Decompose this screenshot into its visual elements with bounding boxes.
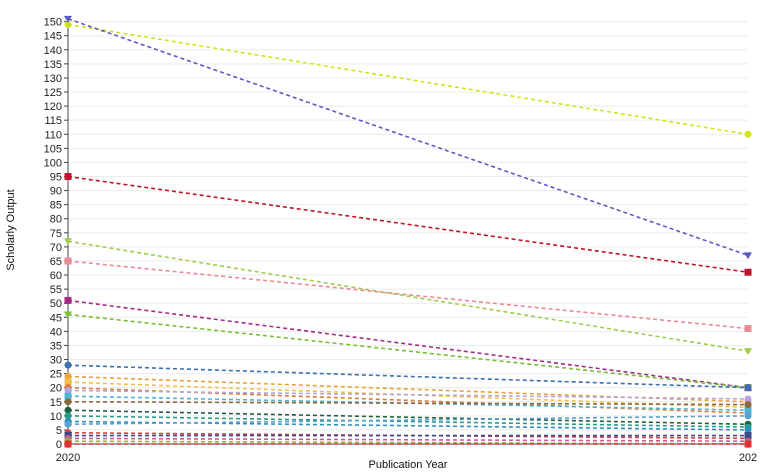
series-line	[67, 18, 749, 257]
y-tick-label: 20	[50, 383, 62, 395]
series-line	[67, 386, 749, 414]
series-line	[67, 240, 749, 352]
series-line	[67, 415, 749, 426]
y-tick-label: 120	[44, 101, 62, 113]
y-tick-label: 135	[44, 59, 62, 71]
data-point	[744, 406, 752, 414]
y-tick-label: 5	[56, 425, 62, 437]
data-point	[744, 384, 752, 392]
y-tick-label: 130	[44, 73, 62, 85]
y-tick-label: 100	[44, 157, 62, 169]
y-tick-label: 105	[44, 143, 62, 155]
data-point	[64, 387, 72, 394]
x-axis-ticks: 2020 202	[56, 444, 757, 464]
y-tick-label: 50	[50, 298, 62, 310]
data-point	[744, 268, 752, 276]
series-line	[67, 431, 749, 440]
y-tick-label: 80	[50, 214, 62, 226]
data-point	[64, 412, 72, 420]
series-line	[67, 175, 749, 274]
data-point	[64, 15, 72, 23]
data-point	[744, 432, 752, 440]
series-line	[67, 437, 749, 442]
data-point	[64, 420, 72, 428]
y-tick-label: 145	[44, 31, 62, 43]
y-axis-title: Scholarly Output	[5, 189, 17, 270]
y-tick-label: 65	[50, 256, 62, 268]
series-group	[64, 15, 752, 448]
series-line	[67, 395, 749, 412]
series-line	[67, 389, 749, 400]
series-line	[67, 364, 749, 389]
series-line	[67, 23, 749, 136]
data-point	[64, 392, 72, 400]
series-line	[67, 420, 749, 431]
data-point	[64, 296, 72, 304]
data-point	[64, 238, 72, 246]
data-point	[64, 398, 72, 406]
x-axis-title: Publication Year	[369, 459, 448, 471]
series-line	[67, 409, 749, 426]
x-tick-label: 2020	[56, 452, 80, 464]
y-tick-label: 30	[50, 355, 62, 367]
data-point	[744, 401, 752, 409]
data-point	[64, 372, 72, 380]
data-point	[744, 252, 752, 260]
y-tick-label: 115	[44, 115, 62, 127]
y-tick-label: 110	[44, 129, 62, 141]
data-point	[64, 378, 72, 386]
series-line	[67, 400, 749, 406]
y-axis-ticks: 0 5 10 15 20 25 30 35 40 45 50 55 60 65 70 75 80 85 90 95 10…	[44, 17, 68, 451]
data-point	[64, 257, 72, 265]
y-tick-label: 150	[44, 17, 62, 29]
data-point	[744, 440, 752, 448]
series-line	[67, 375, 749, 403]
y-tick-label: 25	[50, 369, 62, 381]
series-line	[67, 440, 749, 445]
data-point	[744, 348, 752, 356]
data-point	[744, 412, 752, 420]
data-point	[64, 440, 72, 448]
y-tick-label: 90	[50, 186, 62, 198]
y-tick-label: 60	[50, 270, 62, 282]
gridlines	[68, 21, 748, 445]
series-line	[67, 299, 749, 389]
data-point	[744, 426, 752, 434]
series-line	[67, 381, 749, 409]
y-tick-label: 40	[50, 326, 62, 338]
x-tick-label: 202	[739, 452, 757, 464]
y-tick-label: 95	[50, 172, 62, 184]
series-line	[67, 415, 749, 428]
y-tick-label: 10	[50, 411, 62, 423]
data-point	[64, 406, 72, 414]
data-point	[744, 130, 752, 138]
y-tick-label: 125	[44, 87, 62, 99]
series-line	[67, 260, 749, 330]
y-tick-label: 35	[50, 340, 62, 352]
y-tick-label: 140	[44, 45, 62, 57]
y-tick-label: 55	[50, 284, 62, 296]
data-point	[64, 311, 72, 319]
data-point	[744, 395, 752, 403]
series-line	[67, 313, 749, 389]
data-point	[64, 173, 72, 180]
data-point	[744, 325, 752, 333]
data-point	[64, 20, 72, 28]
y-tick-label: 75	[50, 228, 62, 240]
y-tick-label: 15	[50, 397, 62, 409]
y-tick-label: 70	[50, 242, 62, 254]
y-tick-label: 0	[56, 439, 62, 451]
y-tick-label: 85	[50, 200, 62, 212]
data-point	[64, 361, 72, 369]
y-tick-label: 45	[50, 312, 62, 324]
